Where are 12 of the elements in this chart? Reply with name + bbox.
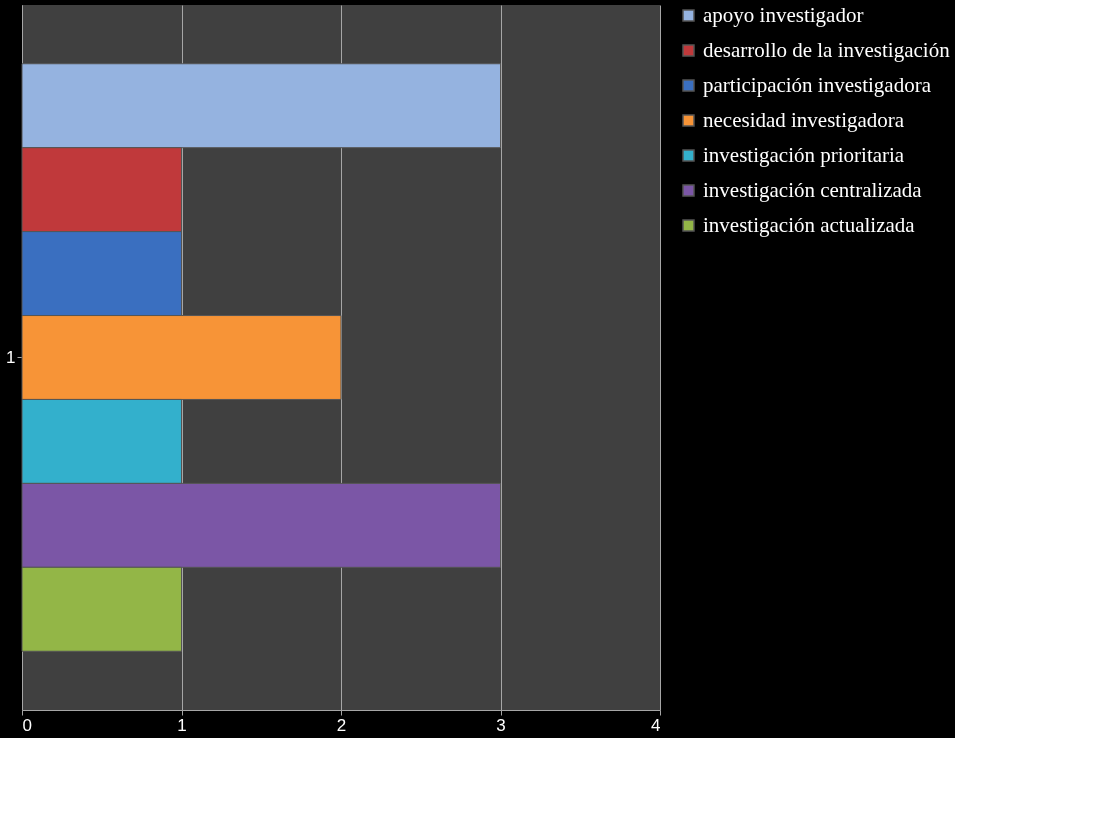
legend-label: investigación prioritaria <box>703 142 905 167</box>
x-tick-label: 1 <box>177 715 187 735</box>
legend-label: apoyo investigador <box>703 2 864 27</box>
x-tick-label: 0 <box>22 715 32 735</box>
legend-label: participación investigadora <box>703 72 932 97</box>
x-tick-label: 4 <box>651 715 661 735</box>
legend-label: necesidad investigadora <box>703 107 905 132</box>
x-tick-label: 3 <box>496 715 506 735</box>
legend-label: investigación centralizada <box>703 177 923 202</box>
legend-label: desarrollo de la investigación <box>703 37 951 62</box>
x-tick-label: 2 <box>336 715 347 735</box>
legend-label: investigación actualizada <box>703 212 916 237</box>
